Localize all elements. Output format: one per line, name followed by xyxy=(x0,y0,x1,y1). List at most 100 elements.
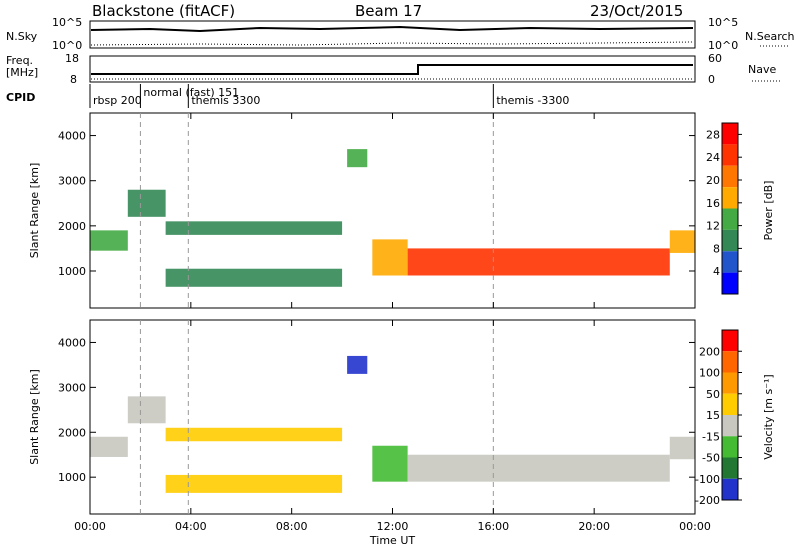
colorbar-swatch xyxy=(722,372,738,394)
colorbar-tick-label: 8 xyxy=(713,242,720,255)
colorbar-tick-label: 24 xyxy=(706,151,720,164)
colorbar-swatch xyxy=(722,351,738,373)
freq-panel xyxy=(89,55,696,83)
velocity-colorbar: 200 100 50 15 -15 -50 -100 -200 Velocity [m s⁻¹] xyxy=(695,329,775,507)
data-region-3 xyxy=(165,474,343,493)
x-tick-label: 00:00 xyxy=(679,520,711,533)
nsearch-trace xyxy=(90,41,694,46)
y-tick-label: 4000 xyxy=(58,130,86,143)
colorbar-swatch xyxy=(722,393,738,415)
colorbar-tick-label: 16 xyxy=(706,197,720,210)
freq-label: Freq. xyxy=(6,54,33,67)
freq-top-tick: 18 xyxy=(65,52,79,65)
colorbar-tick-label: 100 xyxy=(699,367,720,380)
colorbar-swatch xyxy=(722,457,738,479)
colorbar-tick-label: -200 xyxy=(695,494,720,507)
data-region-7 xyxy=(669,230,695,253)
velocity-panel: 1000 2000 3000 4000 Slant Range [km] 00:00 04:… xyxy=(28,319,711,547)
data-region-3 xyxy=(165,268,343,287)
colorbar-swatch xyxy=(722,165,738,188)
beam-label: Beam 17 xyxy=(355,2,422,20)
data-region-6 xyxy=(407,454,670,482)
x-tick-label: 12:00 xyxy=(377,520,409,533)
station-title: Blackstone (fitACF) xyxy=(92,2,235,20)
y-tick-label: 3000 xyxy=(58,175,86,188)
data-region-7 xyxy=(669,436,695,460)
y-tick-label: 1000 xyxy=(58,265,86,278)
data-region-4 xyxy=(347,149,368,168)
date-label: 23/Oct/2015 xyxy=(590,2,683,20)
data-region-1 xyxy=(127,189,166,217)
y-axis-label: Slant Range [km] xyxy=(28,163,41,259)
colorbar-tick-label: -100 xyxy=(695,473,720,486)
y-tick-label: 2000 xyxy=(58,426,86,439)
cpid-label-1: normal (fast) 151 xyxy=(143,86,239,99)
y-axis-label: Slant Range [km] xyxy=(28,369,41,465)
cpid-label-0: rbsp 200 xyxy=(93,94,142,107)
data-region-2 xyxy=(165,221,343,235)
cpid-label: CPID xyxy=(6,91,35,104)
cpid-label-3: themis -3300 xyxy=(496,94,569,107)
y-tick-label: 4000 xyxy=(58,336,86,349)
x-axis-label: Time UT xyxy=(369,534,415,547)
nsearch-label: N.Search xyxy=(745,30,795,43)
freq-bottom-tick: 8 xyxy=(70,73,77,86)
y-tick-label: 1000 xyxy=(58,471,86,484)
nsky-trace xyxy=(90,25,694,33)
nsky-top-tick-right: 10^5 xyxy=(708,16,738,29)
nave-label: Nave xyxy=(748,63,776,76)
colorbar-tick-label: -15 xyxy=(702,430,720,443)
data-region-0 xyxy=(90,436,128,457)
colorbar-tick-label: 12 xyxy=(706,220,720,233)
y-tick-label: 2000 xyxy=(58,220,86,233)
freq-unit: [MHz] xyxy=(6,66,38,79)
colorbar-swatch xyxy=(722,272,738,294)
colorbar-tick-label: 28 xyxy=(706,128,720,141)
x-tick-label: 16:00 xyxy=(477,520,509,533)
nsky-bottom-tick-left: 10^0 xyxy=(52,39,82,52)
colorbar-swatch xyxy=(722,208,738,230)
nsky-label: N.Sky xyxy=(6,30,38,43)
x-tick-label: 04:00 xyxy=(175,520,207,533)
data-region-6 xyxy=(407,248,670,276)
colorbar-swatch xyxy=(722,187,738,209)
cpid-label-2: themis 3300 xyxy=(191,94,260,107)
colorbar-tick-label: 15 xyxy=(706,409,720,422)
colorbar-swatch xyxy=(722,251,738,273)
colorbar-label: Velocity [m s⁻¹] xyxy=(762,374,775,459)
x-tick-label: 20:00 xyxy=(578,520,610,533)
x-tick-label: 08:00 xyxy=(276,520,308,533)
data-region-1 xyxy=(127,396,166,424)
nsky-panel xyxy=(89,20,696,49)
colorbar-swatch xyxy=(722,415,738,437)
power-panel: 1000 2000 3000 4000 Slant Range [km] xyxy=(28,112,696,309)
colorbar-swatch xyxy=(722,478,738,500)
nsky-top-tick-left: 10^5 xyxy=(52,16,82,29)
colorbar-label: Power [dB] xyxy=(762,181,775,241)
power-colorbar: 4 8 12 16 20 24 28 Power [dB] xyxy=(706,122,775,295)
colorbar-tick-label: 50 xyxy=(706,388,720,401)
freq-trace xyxy=(91,64,693,75)
colorbar-tick-label: 200 xyxy=(699,345,720,358)
data-region-2 xyxy=(165,427,343,442)
nave-top-tick: 60 xyxy=(708,52,722,65)
colorbar-tick-label: 4 xyxy=(713,265,720,278)
x-tick-label: 00:00 xyxy=(74,520,106,533)
colorbar-tick-label: -50 xyxy=(702,452,720,465)
colorbar-swatch xyxy=(722,123,738,145)
data-region-5 xyxy=(372,445,408,482)
nsky-bottom-tick-right: 10^0 xyxy=(708,39,738,52)
colorbar-swatch xyxy=(722,144,738,166)
y-tick-label: 3000 xyxy=(58,381,86,394)
nave-bottom-tick: 0 xyxy=(708,73,715,86)
colorbar-swatch xyxy=(722,436,738,458)
colorbar-swatch xyxy=(722,229,738,252)
data-region-5 xyxy=(372,239,408,276)
data-region-4 xyxy=(347,355,368,374)
colorbar-frame xyxy=(721,122,739,295)
data-region-0 xyxy=(90,230,128,251)
colorbar-tick-label: 20 xyxy=(706,174,720,187)
colorbar-swatch xyxy=(722,330,738,352)
